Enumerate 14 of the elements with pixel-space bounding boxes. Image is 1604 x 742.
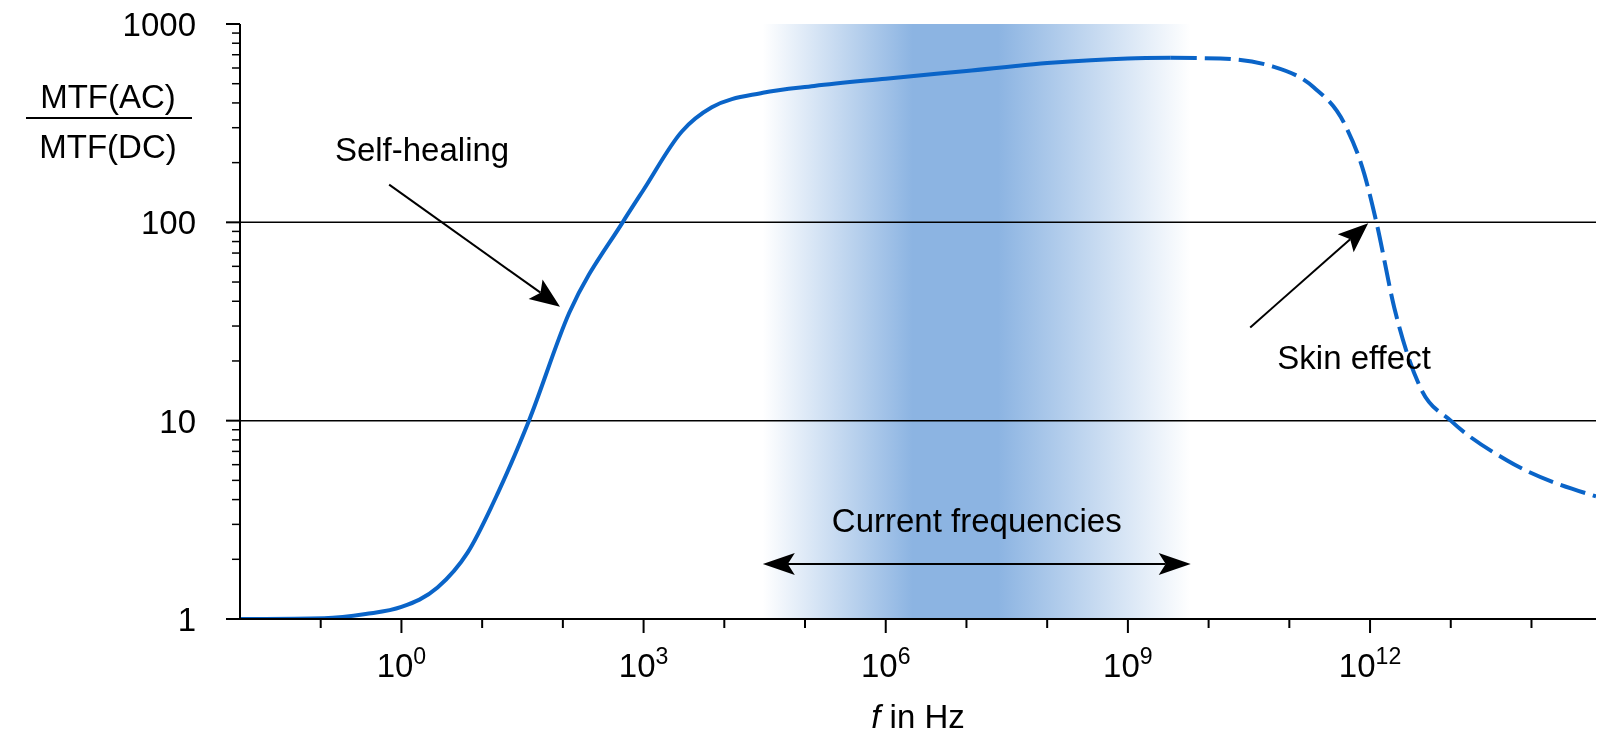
y-tick-label: 1000 bbox=[122, 6, 196, 43]
annotation: Self-healing bbox=[334, 130, 510, 168]
x-tick-label: 10$^{0}$ bbox=[376, 643, 427, 684]
x-tick-label: 10$^{6}$ bbox=[860, 643, 911, 684]
band-label: Current frequencies bbox=[831, 502, 1122, 539]
y-tick-label: 1 bbox=[177, 601, 196, 638]
x-tick-label: 10$^{3}$ bbox=[618, 643, 669, 684]
y-tick-label: 10 bbox=[159, 402, 196, 440]
y-tick-label: 100 bbox=[140, 204, 196, 242]
x-tick-label: 10$^{9}$ bbox=[1103, 643, 1153, 684]
x-axis-title: f in Hz bbox=[871, 698, 965, 735]
annotation: Skin effect bbox=[1277, 339, 1431, 377]
y-axis-title: MTF(AC) MTF(DC) bbox=[39, 78, 177, 165]
x-tick-label: 10$^{12}$ bbox=[1338, 643, 1402, 684]
